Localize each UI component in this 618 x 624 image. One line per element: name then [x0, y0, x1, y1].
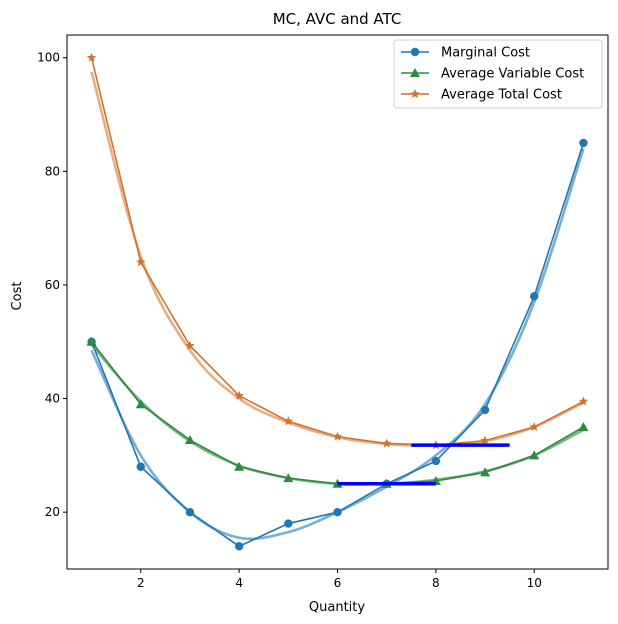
data-point [578, 421, 589, 431]
data-point [136, 462, 145, 471]
data-point [283, 473, 294, 483]
legend-entry-label: Marginal Cost [441, 46, 530, 61]
data-point [480, 405, 490, 415]
x-axis: 2 4 6 8 10 [137, 569, 542, 590]
data-point [136, 257, 146, 267]
y-tick-label: 80 [45, 164, 60, 178]
data-point [283, 416, 294, 426]
y-tick-label: 20 [45, 505, 60, 519]
y-tick-label: 100 [37, 51, 60, 65]
x-tick-label: 4 [235, 576, 243, 590]
legend-box [393, 39, 603, 109]
x-axis-label: Quantity [309, 600, 365, 615]
data-point [530, 292, 539, 301]
data-point [234, 390, 244, 400]
series-line [90, 341, 584, 485]
legend-entry-label: Average Total Cost [441, 88, 562, 103]
data-point [184, 435, 195, 445]
x-tick-label: 10 [527, 576, 542, 590]
chart-title: MC, AVC and ATC [273, 10, 402, 28]
data-point [234, 461, 245, 471]
legend-swatch-marker [410, 47, 420, 57]
y-axis: 20 40 60 80 100 [37, 51, 67, 519]
data-point [529, 421, 539, 432]
legend-swatch-marker [410, 68, 420, 77]
y-tick-label: 40 [45, 392, 60, 406]
x-tick-label: 2 [137, 576, 145, 590]
data-point [185, 340, 195, 350]
data-point [480, 435, 490, 445]
data-point [234, 542, 244, 551]
legend-entry-label: Average Variable Cost [441, 67, 584, 82]
y-axis-label: Cost [10, 282, 25, 311]
legend: Marginal Cost Average Variable Cost Averag… [393, 39, 603, 109]
data-point [431, 456, 441, 466]
legend-swatch-marker [410, 89, 420, 99]
data-point [86, 336, 97, 346]
data-point [284, 519, 293, 528]
data-point [480, 467, 491, 477]
data-point [578, 396, 589, 406]
data-point [135, 399, 146, 409]
data-point [529, 450, 540, 460]
series-line [90, 57, 584, 446]
plot-content [86, 52, 589, 551]
data-point [381, 438, 392, 448]
data-point [86, 52, 97, 62]
x-tick-label: 8 [432, 576, 440, 590]
y-tick-label: 60 [45, 278, 60, 292]
data-point [185, 507, 195, 517]
plot-frame [66, 34, 609, 570]
smooth-fit-line [90, 71, 584, 447]
data-point [579, 138, 588, 148]
data-point [332, 431, 343, 441]
data-point [333, 507, 342, 517]
x-tick-label: 6 [334, 576, 342, 590]
